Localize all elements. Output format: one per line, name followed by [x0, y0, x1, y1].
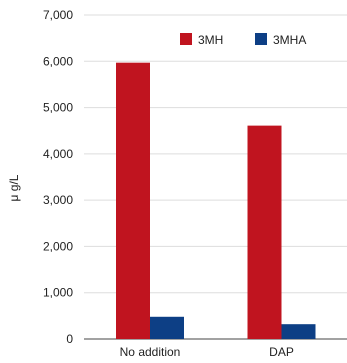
x-tick-label: No addition — [120, 345, 181, 359]
y-tick-label: 2,000 — [43, 239, 73, 253]
x-tick-label: DAP — [269, 345, 294, 359]
y-tick-label: 3,000 — [43, 193, 73, 207]
legend-swatch-3mh — [180, 33, 192, 45]
y-tick-label: 4,000 — [43, 147, 73, 161]
y-tick-label: 6,000 — [43, 54, 73, 68]
x-axis-ticks: No addition DAP — [120, 345, 294, 359]
bars — [116, 62, 316, 339]
legend-label-3mh: 3MH — [198, 33, 223, 47]
y-axis-title: μ g/L — [7, 174, 21, 201]
y-axis-ticks: 0 1,000 2,000 3,000 4,000 5,000 6,000 7,000 — [43, 8, 73, 346]
bar-3mha-no-addition — [150, 316, 184, 339]
legend: 3MH 3MHA — [180, 33, 306, 47]
legend-label-3mha: 3MHA — [273, 33, 306, 47]
y-tick-label: 1,000 — [43, 286, 73, 300]
bar-3mha-dap — [281, 324, 316, 339]
bar-3mh-dap — [247, 125, 282, 339]
bar-3mh-no-addition — [116, 62, 150, 339]
y-tick-label: 5,000 — [43, 101, 73, 115]
legend-swatch-3mha — [255, 33, 267, 45]
y-tick-label: 0 — [66, 332, 73, 346]
y-tick-label: 7,000 — [43, 8, 73, 22]
